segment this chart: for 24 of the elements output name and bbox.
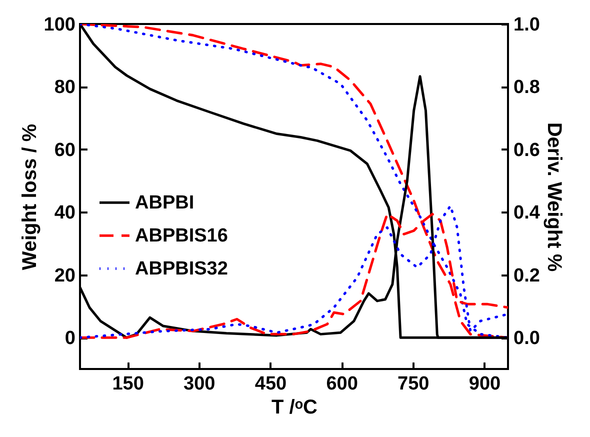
y-tick-label: 20 (54, 265, 76, 286)
y2-tick-label: 0.6 (514, 140, 540, 161)
x-tick-label: 750 (398, 374, 430, 394)
x-tick-label: 450 (254, 374, 287, 394)
y-tick-label: 80 (54, 77, 76, 98)
y-tick-label: 60 (54, 140, 76, 161)
y-tick-label: 100 (44, 14, 76, 36)
x-axis-title: T /ᵒC (272, 396, 318, 418)
legend-label: ABPBIS16 (135, 226, 228, 247)
y-tick-label: 40 (54, 202, 76, 224)
y2-axis-title: Deriv. Weight % (542, 122, 565, 272)
x-tick-label: 600 (326, 374, 358, 394)
y-axis-title: Weight loss / % (18, 124, 41, 270)
y2-tick-label: 0.4 (514, 202, 540, 224)
y2-tick-label: 0.0 (514, 328, 540, 350)
x-tick-label: 900 (468, 374, 501, 394)
y2-tick-label: 0.2 (514, 265, 540, 286)
x-tick-label: 300 (184, 374, 216, 394)
legend-label: ABPBIS32 (135, 258, 228, 280)
y2-tick-label: 0.8 (514, 77, 540, 98)
x-tick-label: 150 (112, 374, 144, 394)
y2-tick-label: 1.0 (514, 14, 540, 36)
y-tick-label: 0 (64, 328, 76, 350)
legend-label: ABPBI (135, 192, 194, 214)
